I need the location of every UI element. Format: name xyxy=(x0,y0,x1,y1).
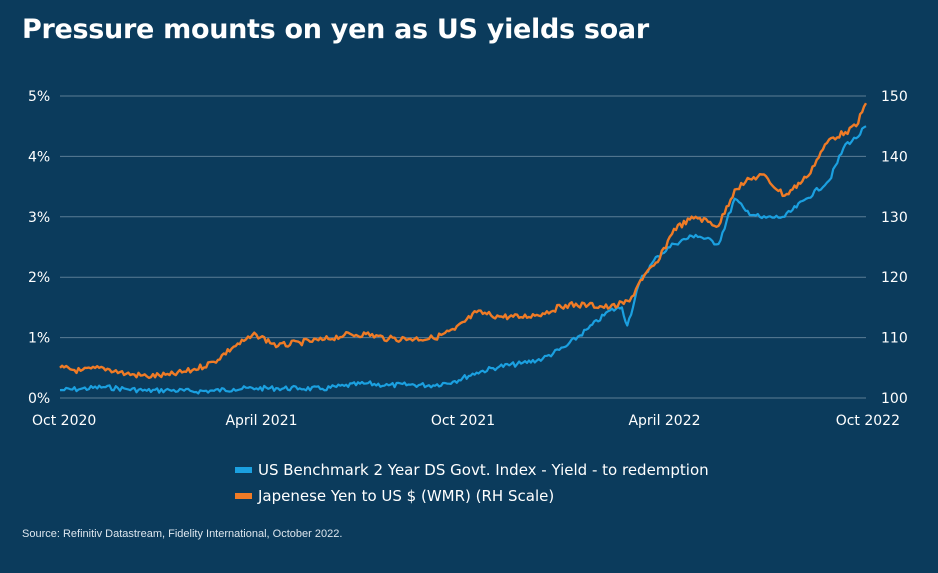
y-right-tick-label: 120 xyxy=(881,270,908,286)
y-left-tick-label: 0% xyxy=(28,391,50,407)
legend-item-us-yield: US Benchmark 2 Year DS Govt. Index - Yie… xyxy=(235,457,709,483)
x-tick-label: Oct 2020 xyxy=(32,413,96,429)
legend-item-jpy: Japenese Yen to US $ (WMR) (RH Scale) xyxy=(235,483,709,509)
y-left-tick-label: 1% xyxy=(28,331,50,347)
y-right-tick-label: 140 xyxy=(881,149,908,165)
y-right-tick-label: 100 xyxy=(881,391,908,407)
series-line-us-yield xyxy=(59,125,867,395)
legend-swatch-us-yield xyxy=(235,467,252,473)
grid-lines xyxy=(60,95,866,399)
legend-swatch-jpy xyxy=(235,493,252,499)
chart-title: Pressure mounts on yen as US yields soar xyxy=(22,14,649,45)
series-group xyxy=(59,102,868,395)
y-right-tick-label: 110 xyxy=(881,331,908,347)
series-line-jpy xyxy=(59,102,868,379)
x-tick-label: Oct 2022 xyxy=(836,413,900,429)
x-axis: Oct 2020 April 2021 Oct 2021 April 2022 Oct … xyxy=(32,413,900,429)
x-tick-label: Oct 2021 xyxy=(431,413,495,429)
y-left-tick-label: 4% xyxy=(28,149,50,165)
legend: US Benchmark 2 Year DS Govt. Index - Yie… xyxy=(235,457,709,509)
y-left-tick-label: 3% xyxy=(28,210,50,226)
y-left-tick-label: 2% xyxy=(28,270,50,286)
chart-svg: 0% 1% 2% 3% 4% 5% 100 110 120 130 140 150 Oct 2020… xyxy=(28,89,908,429)
legend-label-us-yield: US Benchmark 2 Year DS Govt. Index - Yie… xyxy=(258,461,709,479)
legend-label-jpy: Japenese Yen to US $ (WMR) (RH Scale) xyxy=(258,487,555,505)
y-left-tick-label: 5% xyxy=(28,89,50,105)
x-tick-label: April 2021 xyxy=(225,413,297,429)
x-tick-label: April 2022 xyxy=(628,413,700,429)
right-axis: 100 110 120 130 140 150 xyxy=(881,89,908,407)
source-note: Source: Refinitiv Datastream, Fidelity I… xyxy=(22,528,343,540)
y-right-tick-label: 150 xyxy=(881,89,908,105)
left-axis: 0% 1% 2% 3% 4% 5% xyxy=(28,89,50,407)
y-right-tick-label: 130 xyxy=(881,210,908,226)
